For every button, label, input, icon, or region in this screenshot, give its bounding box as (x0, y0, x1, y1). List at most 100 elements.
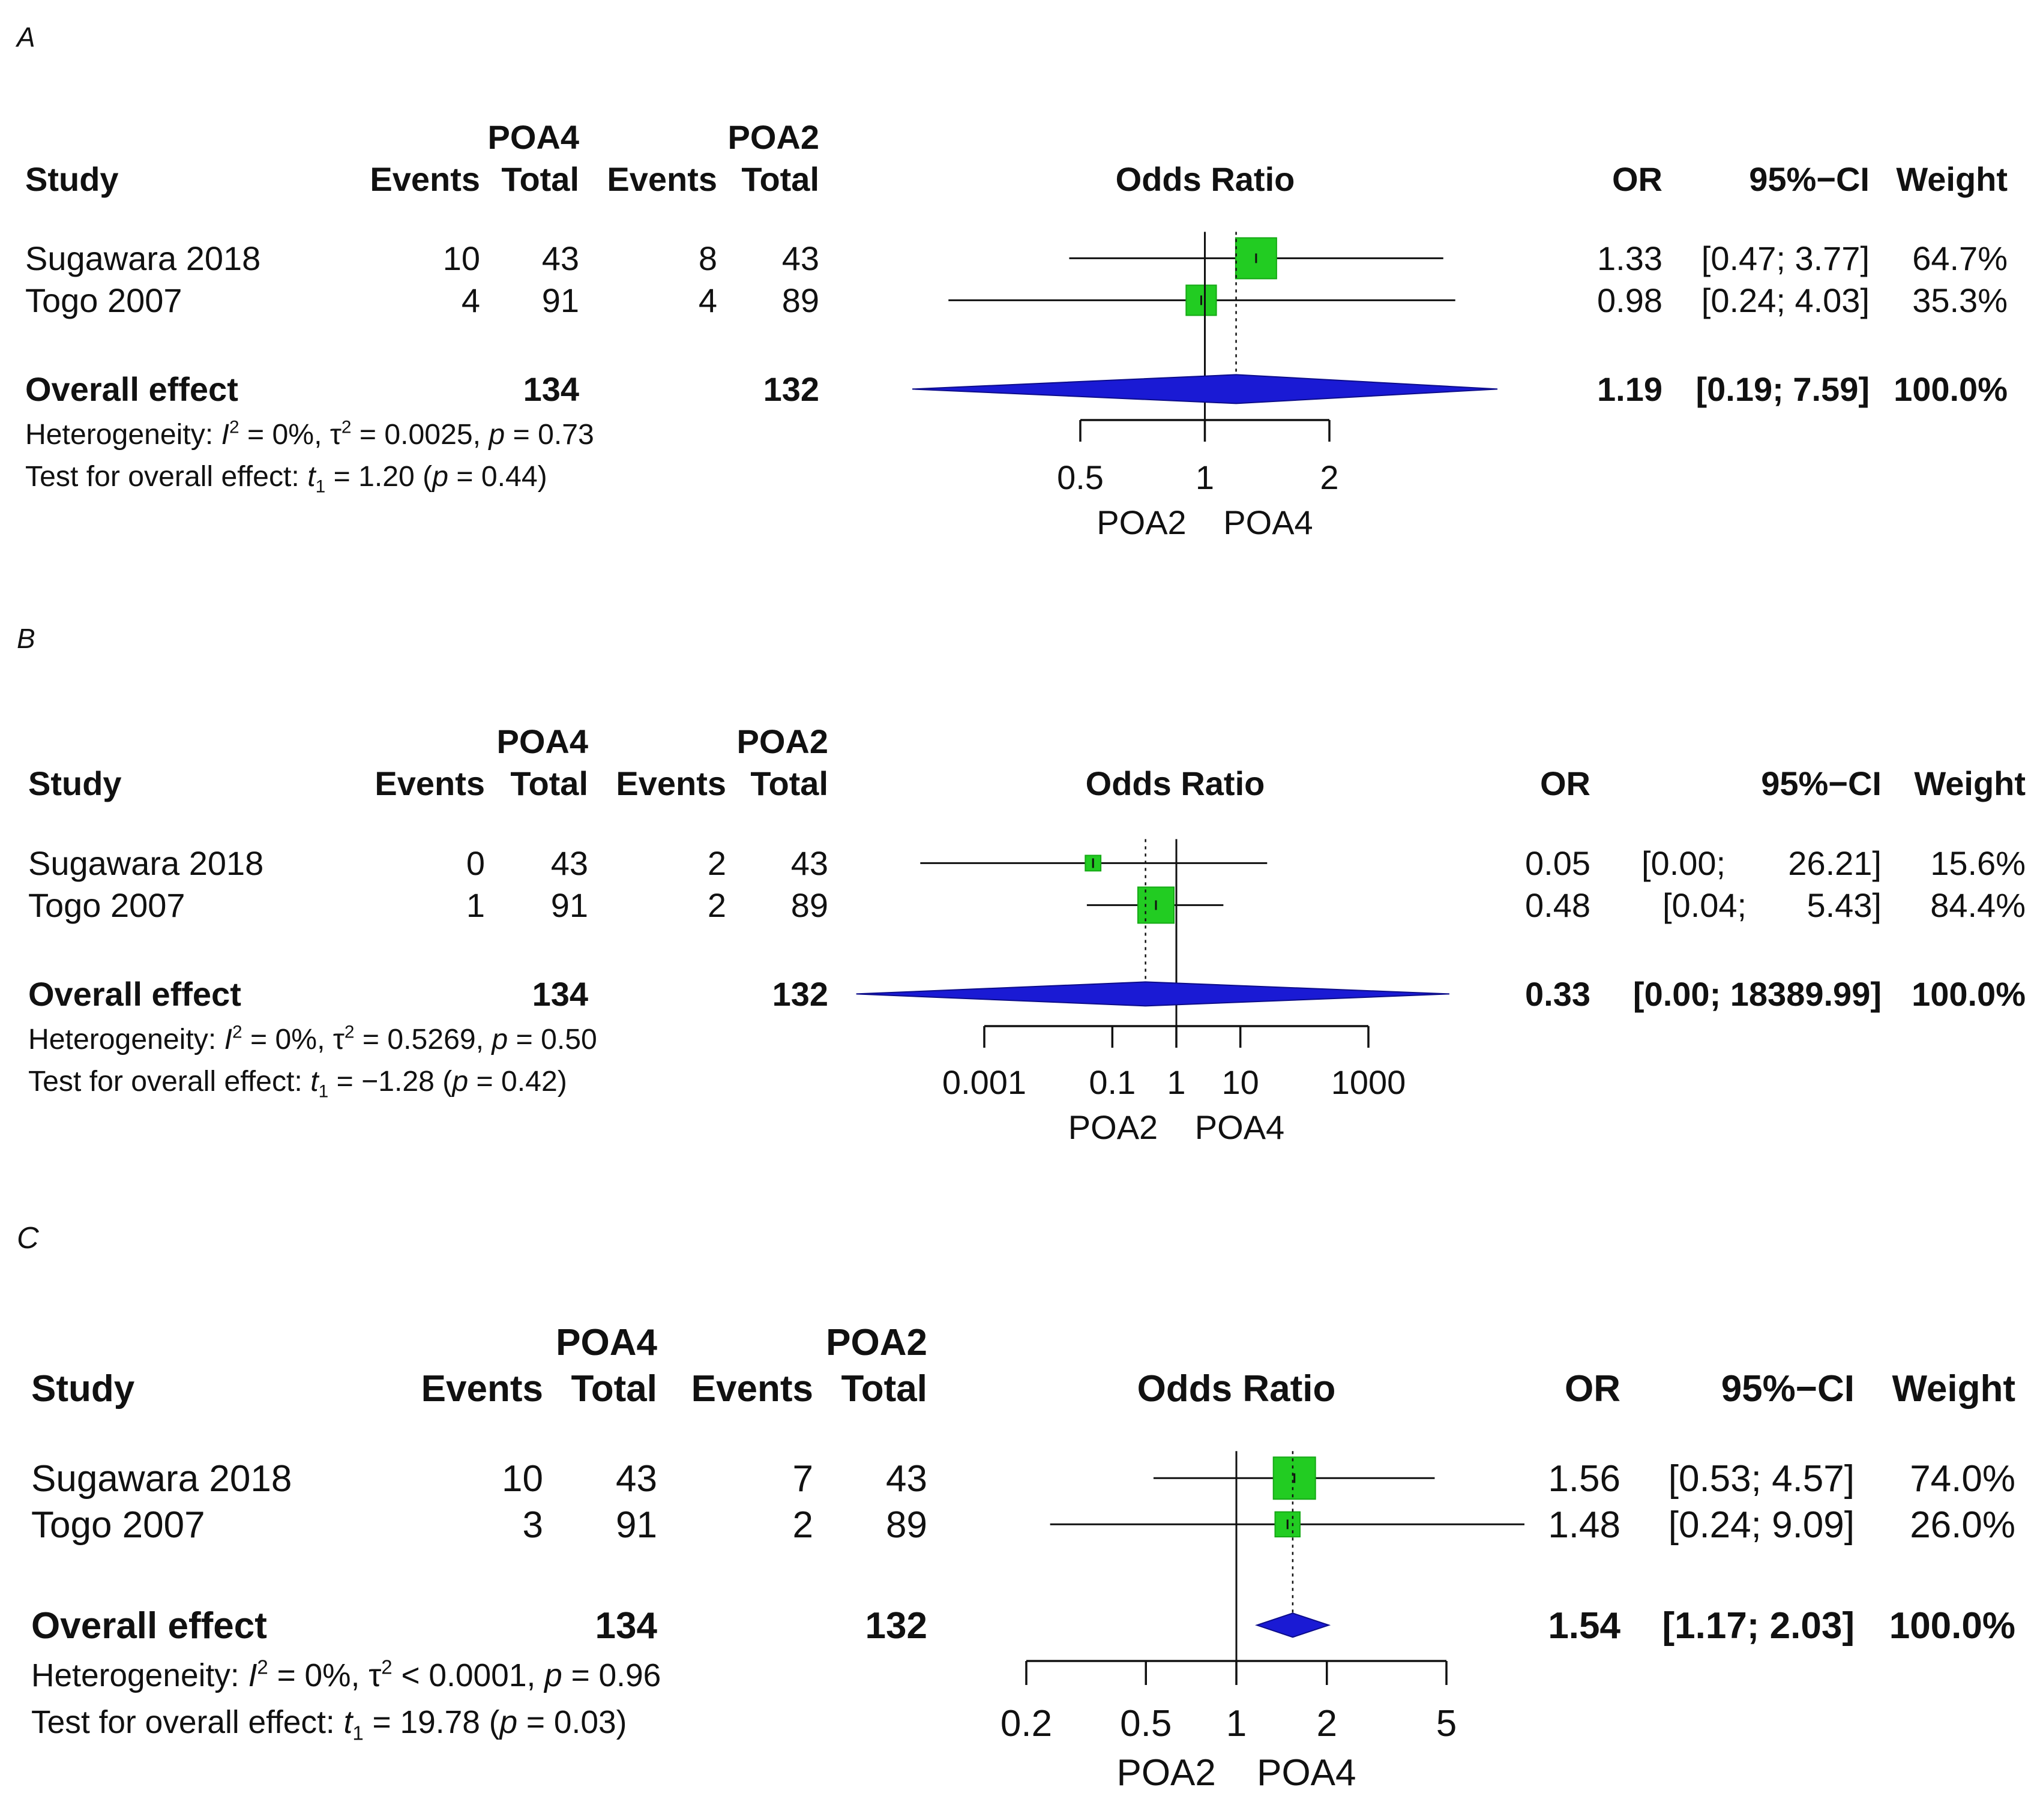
events2-header: Events (616, 764, 726, 802)
events1-value: 3 (523, 1504, 543, 1546)
favours-right-label: POA4 (1195, 1108, 1284, 1146)
study-name: Sugawara 2018 (25, 239, 260, 277)
events1-header: Events (370, 160, 480, 198)
forest-panel-a: A POA4 POA2 Study Events Total Events Total Odds… (15, 22, 2008, 541)
or-header: OR (1540, 764, 1590, 802)
weight-header: Weight (1892, 1368, 2016, 1410)
total2-header: Total (841, 1368, 928, 1410)
or-value: 0.98 (1597, 281, 1662, 319)
overall-label: Overall effect (25, 370, 238, 408)
forest-panel-c: C POA4 POA2 Study Events Total Events Total Odds… (17, 1221, 2015, 1794)
group1-header: POA4 (497, 722, 589, 760)
or-value: 0.48 (1525, 886, 1590, 924)
overall-weight: 100.0% (1894, 370, 2008, 408)
events2-header: Events (607, 160, 717, 198)
overall-ci: [0.19; 7.59] (1696, 370, 1870, 408)
forest-panel-b: B POA4 POA2 Study Events Total Events Total Odds… (17, 623, 2026, 1146)
favours-left-label: POA2 (1097, 503, 1186, 541)
or-value: 1.48 (1548, 1504, 1620, 1546)
study-name: Sugawara 2018 (31, 1458, 292, 1500)
or-value: 1.56 (1548, 1458, 1620, 1500)
overall-weight: 100.0% (1912, 975, 2026, 1013)
events1-value: 10 (443, 239, 480, 277)
overall-total1: 134 (523, 370, 579, 408)
ci-header: 95%−CI (1749, 160, 1870, 198)
x-tick-label: 1000 (1331, 1063, 1406, 1101)
study-name: Togo 2007 (28, 886, 185, 924)
group2-header: POA2 (826, 1322, 927, 1363)
ci-value: [0.53; 4.57] (1668, 1458, 1855, 1500)
or-header: OR (1565, 1368, 1620, 1410)
plot-title: Odds Ratio (1137, 1368, 1336, 1410)
weight-value: 84.4% (1930, 886, 2026, 924)
events1-value: 1 (466, 886, 485, 924)
favours-right-label: POA4 (1257, 1752, 1356, 1794)
x-tick-label: 0.1 (1089, 1063, 1136, 1101)
total2-value: 43 (791, 844, 828, 882)
overall-effect-test: Test for overall effect: t1 = 1.20 (p = … (25, 460, 547, 497)
weight-value: 64.7% (1912, 239, 2008, 277)
total2-value: 43 (886, 1458, 927, 1500)
overall-total2: 132 (772, 975, 828, 1013)
ci-header: 95%−CI (1721, 1368, 1855, 1410)
group1-header: POA4 (556, 1322, 657, 1363)
ci-lower-value: [0.00; (1641, 844, 1726, 882)
overall-total1: 134 (532, 975, 588, 1013)
panel-label: B (17, 623, 35, 654)
weight-value: 15.6% (1930, 844, 2026, 882)
events2-value: 2 (708, 844, 726, 882)
study-header: Study (28, 764, 122, 802)
total1-header: Total (501, 160, 579, 198)
total1-header: Total (571, 1368, 658, 1410)
study-name: Togo 2007 (31, 1504, 205, 1546)
events2-value: 4 (699, 281, 717, 319)
overall-or: 1.19 (1597, 370, 1662, 408)
weight-header: Weight (1896, 160, 2008, 198)
total2-header: Total (750, 764, 828, 802)
x-tick-label: 1 (1167, 1063, 1185, 1101)
overall-label: Overall effect (28, 975, 241, 1013)
x-tick-label: 1 (1196, 458, 1214, 496)
overall-ci: [1.17; 2.03] (1662, 1605, 1855, 1647)
overall-total2: 132 (763, 370, 819, 408)
ci-lower-value: [0.04; (1662, 886, 1747, 924)
overall-weight: 100.0% (1889, 1605, 2015, 1647)
overall-or: 0.33 (1525, 975, 1590, 1013)
total1-value: 43 (616, 1458, 657, 1500)
weight-value: 74.0% (1910, 1458, 2015, 1500)
ci-header: 95%−CI (1761, 764, 1882, 802)
total1-value: 43 (542, 239, 579, 277)
overall-label: Overall effect (31, 1605, 267, 1647)
or-value: 0.05 (1525, 844, 1590, 882)
events1-value: 10 (502, 1458, 543, 1500)
x-tick-label: 2 (1316, 1703, 1337, 1744)
plot-title: Odds Ratio (1086, 764, 1265, 802)
ci-value: [0.47; 3.77] (1702, 239, 1870, 277)
x-tick-label: 2 (1320, 458, 1338, 496)
events2-value: 2 (708, 886, 726, 924)
overall-effect-test: Test for overall effect: t1 = −1.28 (p =… (28, 1065, 567, 1102)
heterogeneity-stat: Heterogeneity: I2 = 0%, τ2 < 0.0001, p =… (31, 1657, 661, 1693)
overall-diamond (912, 374, 1498, 404)
total1-value: 91 (616, 1504, 657, 1546)
events1-header: Events (375, 764, 485, 802)
panel-label: A (15, 22, 35, 53)
weight-value: 35.3% (1912, 281, 2008, 319)
study-header: Study (25, 160, 119, 198)
overall-total1: 134 (595, 1605, 658, 1647)
panel-label: C (17, 1221, 39, 1255)
overall-diamond (1254, 1612, 1331, 1638)
group1-header: POA4 (488, 118, 580, 156)
total2-header: Total (741, 160, 819, 198)
plot-title: Odds Ratio (1116, 160, 1295, 198)
x-tick-label: 5 (1436, 1703, 1457, 1744)
total2-value: 43 (782, 239, 819, 277)
events2-value: 8 (699, 239, 717, 277)
x-tick-label: 10 (1222, 1063, 1259, 1101)
total1-value: 91 (551, 886, 588, 924)
weight-header: Weight (1914, 764, 2026, 802)
x-tick-label: 0.5 (1120, 1703, 1172, 1744)
x-tick-label: 0.5 (1057, 458, 1104, 496)
ci-upper-value: 5.43] (1807, 886, 1882, 924)
